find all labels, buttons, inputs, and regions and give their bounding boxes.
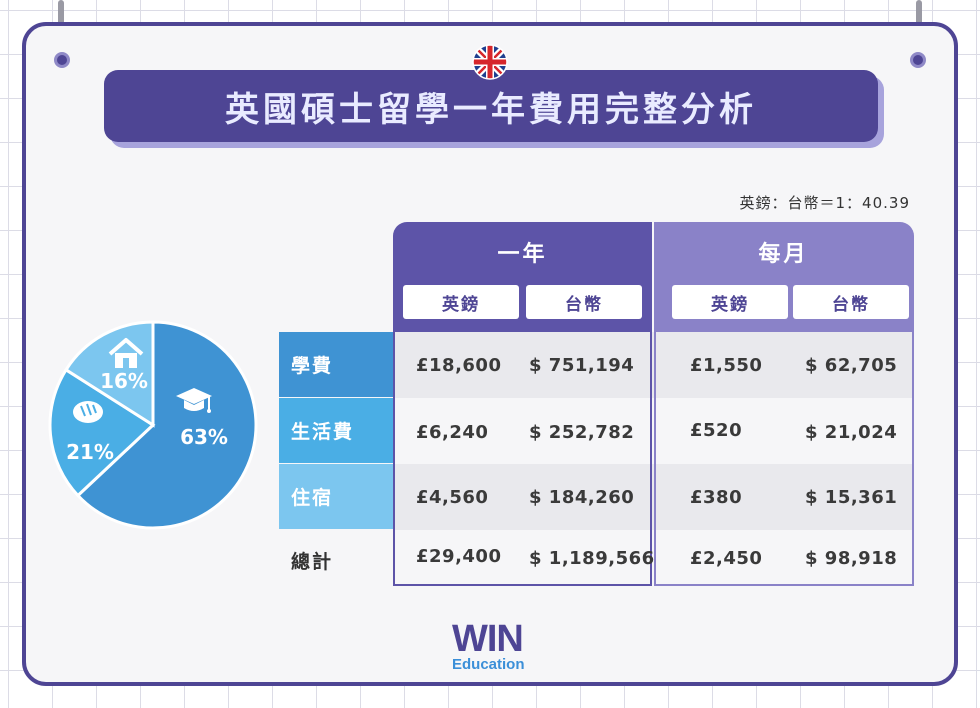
subheader-year-gbp: 英鎊 (403, 285, 519, 319)
row-bg-living (395, 398, 912, 464)
cell-housing-month-twd: $ 15,361 (805, 487, 898, 508)
subheader-year-twd: 台幣 (526, 285, 642, 319)
category-housing: 住宿 (279, 464, 394, 529)
cell-living-month-twd: $ 21,024 (805, 422, 898, 443)
pie-label-2: 16% (100, 369, 148, 393)
title-banner: 英國碩士留學一年費用完整分析 (104, 70, 878, 142)
cell-living-year-gbp: £6,240 (416, 422, 489, 443)
category-total: 總計 (291, 551, 334, 573)
cell-tuition-year-gbp: £18,600 (416, 355, 502, 376)
year-column-outline (393, 332, 652, 586)
header-month-label: 每月 (758, 242, 809, 267)
cell-total-month-twd: $ 98,918 (805, 548, 898, 569)
row-bg-housing (395, 464, 912, 530)
cost-pie-chart: 63% 21% 16% (48, 320, 258, 530)
cell-living-year-twd: $ 252,782 (529, 422, 635, 443)
cell-total-year-twd: $ 1,189,566 (529, 548, 655, 569)
education-logo-text: Education (452, 656, 525, 673)
pie-slice-2 (63, 320, 155, 428)
cell-total-month-gbp: £2,450 (690, 548, 763, 569)
month-column-outline (654, 332, 914, 586)
pie-label-0: 63% (180, 425, 228, 449)
win-logo: WIN (452, 618, 524, 660)
pin-left (54, 52, 70, 68)
cell-housing-year-gbp: £4,560 (416, 487, 489, 508)
category-living: 生活費 (279, 398, 394, 463)
exchange-rate-note: 英鎊：台幣＝1：40.39 (739, 194, 910, 212)
pie-label-1: 21% (66, 440, 114, 464)
row-bg-tuition (395, 332, 912, 398)
cell-housing-year-twd: $ 184,260 (529, 487, 635, 508)
row-bg-total (395, 530, 912, 584)
subheader-month-gbp: 英鎊 (672, 285, 788, 319)
uk-flag-icon (472, 44, 508, 80)
cell-tuition-month-twd: $ 62,705 (805, 355, 898, 376)
category-tuition: 學費 (279, 332, 394, 397)
graduation-cap-icon (176, 388, 212, 413)
pin-right (910, 52, 926, 68)
header-year-label: 一年 (497, 242, 548, 267)
page-title: 英國碩士留學一年費用完整分析 (225, 89, 757, 130)
cell-tuition-year-twd: $ 751,194 (529, 355, 635, 376)
cell-tuition-month-gbp: £1,550 (690, 355, 763, 376)
house-icon (108, 338, 144, 368)
cell-total-year-gbp: £29,400 (416, 546, 502, 567)
cell-housing-month-gbp: £380 (690, 487, 743, 508)
subheader-month-twd: 台幣 (793, 285, 909, 319)
pie-slice-0 (75, 320, 258, 530)
bread-icon (73, 401, 103, 423)
cell-living-month-gbp: £520 (690, 420, 743, 441)
pie-slice-1 (48, 367, 156, 498)
